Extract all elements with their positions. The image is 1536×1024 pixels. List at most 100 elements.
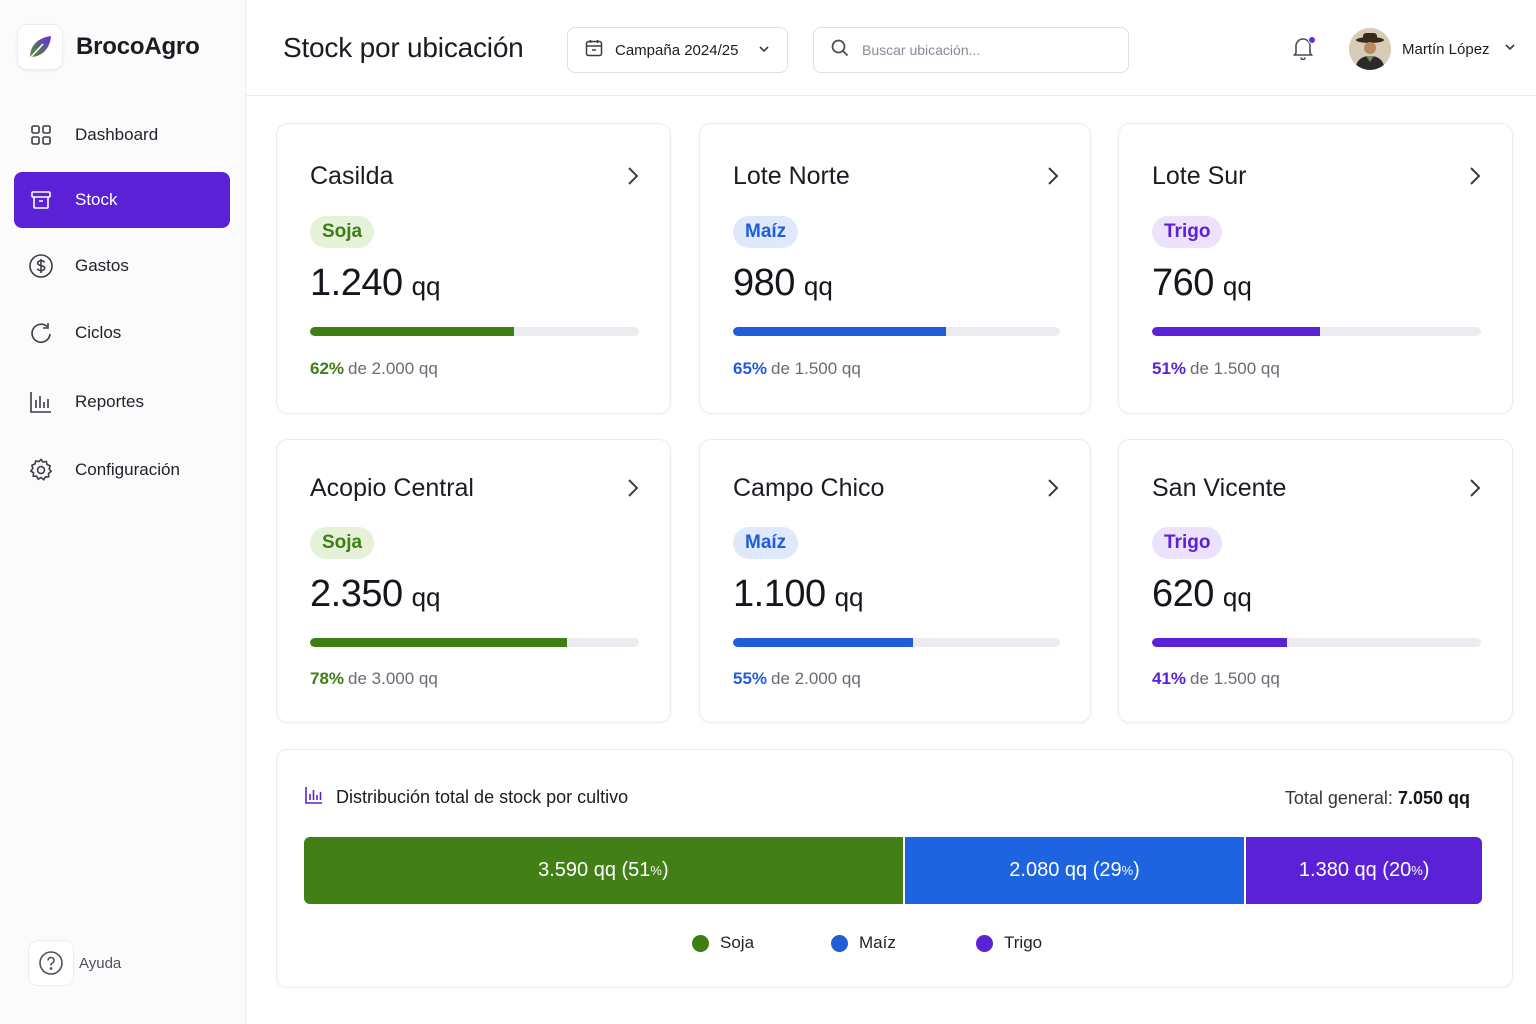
cycle-icon	[28, 320, 54, 346]
segment-maiz[interactable]: 2.080 qq (29%)	[904, 837, 1247, 904]
nav-item-gastos[interactable]: Gastos	[14, 238, 230, 294]
capacity-text: 65% de 1.500 qq	[733, 359, 861, 379]
capacity-total: de 1.500 qq	[1190, 669, 1280, 688]
segment-trigo[interactable]: 1.380 qq (20%)	[1246, 837, 1482, 904]
chevron-right-icon[interactable]	[622, 476, 642, 500]
nav-label: Ciclos	[75, 323, 122, 342]
capacity-percent: 78%	[310, 669, 345, 688]
location-card[interactable]: Lote Norte Maíz 980 qq 65% de 1.500 qq	[699, 123, 1091, 414]
chevron-right-icon[interactable]	[1042, 164, 1062, 188]
chevron-right-icon[interactable]	[1042, 476, 1062, 500]
help-label: Ayuda	[79, 954, 122, 972]
capacity-total: de 1.500 qq	[771, 359, 861, 378]
stock-quantity: 980 qq	[733, 262, 833, 305]
user-menu[interactable]: Martín López	[1349, 28, 1517, 70]
segment-close: )	[661, 859, 669, 881]
chevron-right-icon[interactable]	[1464, 164, 1484, 188]
location-name: Acopio Central	[310, 474, 474, 502]
chevron-down-icon	[1503, 40, 1517, 59]
capacity-bar-fill	[310, 327, 514, 336]
capacity-total: de 2.000 qq	[771, 669, 861, 688]
stock-quantity: 1.100 qq	[733, 573, 864, 616]
box-icon	[28, 187, 54, 213]
quantity-unit: qq	[411, 271, 441, 301]
crop-badge: Trigo	[1152, 527, 1223, 559]
capacity-bar-fill	[733, 638, 913, 647]
bar-chart-icon	[28, 389, 54, 415]
location-name: San Vicente	[1152, 474, 1287, 502]
location-card[interactable]: San Vicente Trigo 620 qq 41% de 1.500 qq	[1118, 439, 1513, 723]
nav-label: Dashboard	[75, 125, 159, 144]
chevron-right-icon[interactable]	[1464, 476, 1484, 500]
quantity-unit: qq	[803, 271, 833, 301]
capacity-bar	[1152, 327, 1481, 336]
bar-chart-icon	[304, 785, 324, 810]
segment-percent-sign: %	[650, 863, 662, 878]
segment-soja[interactable]: 3.590 qq (51%)	[304, 837, 905, 904]
segment-percent-sign: %	[1411, 863, 1423, 878]
capacity-bar	[310, 327, 639, 336]
quantity-unit: qq	[834, 582, 864, 612]
legend-item-trigo[interactable]: Trigo	[976, 933, 1042, 953]
capacity-percent: 41%	[1152, 669, 1187, 688]
location-card[interactable]: Campo Chico Maíz 1.100 qq 55% de 2.000 qq	[699, 439, 1091, 723]
legend-item-soja[interactable]: Soja	[692, 933, 754, 953]
brand[interactable]: BrocoAgro	[17, 24, 200, 70]
legend-label: Trigo	[1004, 933, 1043, 952]
nav-label: Configuración	[75, 460, 180, 479]
distribution-stacked-bar: 3.590 qq (51%) 2.080 qq (29%) 1.380 qq (…	[304, 837, 1482, 904]
stock-quantity: 1.240 qq	[310, 262, 441, 305]
avatar	[1349, 28, 1391, 70]
leaf-logo-icon	[17, 24, 63, 70]
crop-badge: Trigo	[1152, 216, 1223, 248]
quantity-value: 2.350	[310, 573, 403, 615]
location-card[interactable]: Acopio Central Soja 2.350 qq 78% de 3.000 …	[276, 439, 671, 723]
quantity-unit: qq	[1222, 271, 1252, 301]
top-header: Stock por ubicación Campaña 2024/25	[246, 0, 1536, 96]
capacity-bar	[1152, 638, 1481, 647]
segment-close: )	[1133, 859, 1140, 881]
quantity-unit: qq	[411, 582, 441, 612]
help-icon	[28, 940, 74, 986]
quantity-unit: qq	[1222, 582, 1252, 612]
legend-item-maiz[interactable]: Maíz	[831, 933, 896, 953]
segment-label: 2.080 qq (29	[1009, 859, 1122, 881]
search-input[interactable]	[862, 42, 1112, 58]
stock-distribution-panel: Distribución total de stock por cultivo …	[276, 749, 1513, 988]
capacity-bar-fill	[1152, 327, 1320, 336]
capacity-total: de 1.500 qq	[1190, 359, 1280, 378]
nav-item-ciclos[interactable]: Ciclos	[14, 305, 230, 361]
grid-icon	[28, 122, 54, 148]
capacity-bar	[733, 327, 1060, 336]
capacity-percent: 51%	[1152, 359, 1187, 378]
campaign-select[interactable]: Campaña 2024/25	[567, 27, 788, 73]
chevron-down-icon	[757, 42, 771, 60]
capacity-percent: 55%	[733, 669, 768, 688]
segment-close: )	[1422, 859, 1430, 881]
search-box[interactable]	[813, 27, 1129, 73]
capacity-text: 41% de 1.500 qq	[1152, 669, 1280, 689]
notification-dot	[1308, 36, 1316, 44]
nav-item-configuracion[interactable]: Configuración	[14, 442, 230, 498]
location-card[interactable]: Lote Sur Trigo 760 qq 51% de 1.500 qq	[1118, 123, 1513, 414]
quantity-value: 980	[733, 262, 795, 304]
quantity-value: 1.100	[733, 573, 826, 615]
nav-item-stock[interactable]: Stock	[14, 172, 230, 228]
help-link[interactable]: Ayuda	[28, 940, 121, 986]
nav-item-reportes[interactable]: Reportes	[14, 374, 230, 430]
location-name: Campo Chico	[733, 474, 885, 502]
capacity-text: 51% de 1.500 qq	[1152, 359, 1280, 379]
location-card[interactable]: Casilda Soja 1.240 qq 62% de 2.000 qq	[276, 123, 671, 414]
notification-button[interactable]	[1292, 36, 1316, 62]
capacity-text: 55% de 2.000 qq	[733, 669, 861, 689]
capacity-text: 62% de 2.000 qq	[310, 359, 438, 379]
nav-item-dashboard[interactable]: Dashboard	[14, 107, 230, 163]
brand-name: BrocoAgro	[76, 33, 200, 60]
legend-label: Soja	[720, 933, 755, 952]
total-general: Total general: 7.050 qq	[1285, 788, 1470, 809]
segment-label: 3.590 qq (51	[538, 859, 651, 881]
quantity-value: 620	[1152, 573, 1214, 615]
nav-label: Reportes	[75, 392, 144, 411]
chevron-right-icon[interactable]	[622, 164, 642, 188]
total-value: 7.050 qq	[1397, 788, 1470, 808]
